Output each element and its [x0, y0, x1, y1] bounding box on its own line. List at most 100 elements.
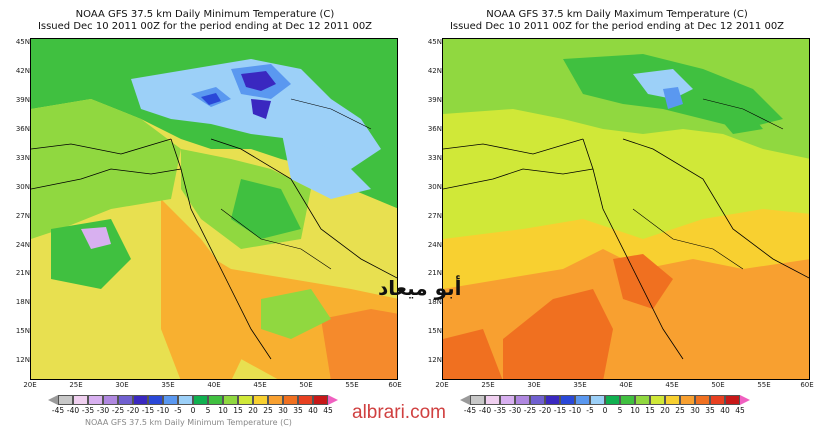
- lat-label: 36N: [15, 125, 30, 133]
- lat-label: 21N: [15, 269, 30, 277]
- colorbar-swatch: [710, 395, 725, 405]
- colorbar-tick: 25: [263, 406, 273, 415]
- colorbar-tick: 10: [630, 406, 640, 415]
- colorbar-tick: -25: [111, 406, 125, 415]
- colorbar-swatch: [73, 395, 88, 405]
- lon-label: 45E: [253, 381, 267, 389]
- lat-label: 15N: [15, 327, 30, 335]
- panel-title: NOAA GFS 37.5 km Daily Minimum Temperatu…: [75, 9, 335, 20]
- colorbar-tick: 25: [675, 406, 685, 415]
- colorbar-tick: -25: [523, 406, 537, 415]
- colorbar-swatch: [133, 395, 148, 405]
- lat-label: 33N: [15, 154, 30, 162]
- colorbar-swatch: [485, 395, 500, 405]
- lon-label: 30E: [527, 381, 541, 389]
- colorbar-swatch: [530, 395, 545, 405]
- colorbar-tick: -40: [478, 406, 492, 415]
- lon-label: 55E: [345, 381, 359, 389]
- colorbar-tick: 35: [293, 406, 303, 415]
- colorbar-tick: 5: [617, 406, 623, 415]
- colorbar-tick: 0: [602, 406, 608, 415]
- colorbar-swatch: [148, 395, 163, 405]
- lon-label: 40E: [207, 381, 221, 389]
- colorbar-swatch: [208, 395, 223, 405]
- lon-label: 55E: [757, 381, 771, 389]
- colorbar-tick: 10: [218, 406, 228, 415]
- colorbar-swatch: [665, 395, 680, 405]
- colorbar-max-arrow: [328, 395, 338, 405]
- lat-label: 45N: [427, 38, 442, 46]
- lat-label: 12N: [427, 356, 442, 364]
- lat-label: 30N: [427, 183, 442, 191]
- watermark-arabic: أبو ميعاد: [378, 276, 462, 300]
- colorbar-swatch: [725, 395, 740, 405]
- lat-label: 21N: [427, 269, 442, 277]
- watermark-url: albrari.com: [352, 402, 446, 423]
- lat-label: 39N: [15, 96, 30, 104]
- colorbar-tick: -10: [568, 406, 582, 415]
- lat-label: 30N: [15, 183, 30, 191]
- lon-label: 60E: [388, 381, 402, 389]
- colorbar-tick: -45: [51, 406, 65, 415]
- colorbar-min-arrow: [460, 395, 470, 405]
- lon-label: 30E: [115, 381, 129, 389]
- colorbar-tick: 20: [660, 406, 670, 415]
- colorbar-swatch: [515, 395, 530, 405]
- colorbar-swatch: [238, 395, 253, 405]
- colorbar-swatch: [298, 395, 313, 405]
- colorbar-tick: 15: [645, 406, 655, 415]
- colorbar-tick: -15: [553, 406, 567, 415]
- colorbar-tick: 5: [205, 406, 211, 415]
- colorbar-swatch: [88, 395, 103, 405]
- colorbar-tick: 45: [735, 406, 745, 415]
- colorbar-swatch: [635, 395, 650, 405]
- colorbar-swatch: [118, 395, 133, 405]
- colorbar-tick: -20: [126, 406, 140, 415]
- colorbar-tick: -5: [586, 406, 594, 415]
- colorbar-tick: -20: [538, 406, 552, 415]
- panel-subtitle: Issued Dec 10 2011 00Z for the period en…: [449, 21, 785, 32]
- min-temp-panel: NOAA GFS 37.5 km Daily Minimum Temperatu…: [0, 0, 410, 424]
- colorbar-tick: -40: [66, 406, 80, 415]
- lon-label: 35E: [161, 381, 175, 389]
- colorbar-swatch: [163, 395, 178, 405]
- colorbar-tick: 20: [248, 406, 258, 415]
- lon-label: 50E: [711, 381, 725, 389]
- footer-cut-title: NOAA GFS 37.5 km Daily Minimum Temperatu…: [85, 418, 292, 427]
- colorbar-tick: 30: [278, 406, 288, 415]
- lon-label: 20E: [23, 381, 37, 389]
- max-temp-map: [442, 38, 810, 380]
- colorbar-swatch: [253, 395, 268, 405]
- lat-label: 27N: [15, 212, 30, 220]
- lat-label: 33N: [427, 154, 442, 162]
- colorbar-tick: 15: [233, 406, 243, 415]
- colorbar-swatch: [103, 395, 118, 405]
- colorbar-swatch: [695, 395, 710, 405]
- colorbar-swatch: [590, 395, 605, 405]
- colorbar-tick: -10: [156, 406, 170, 415]
- colorbar-tick: 45: [323, 406, 333, 415]
- colorbar-swatch: [223, 395, 238, 405]
- panel-subtitle: Issued Dec 10 2011 00Z for the period en…: [37, 21, 373, 32]
- lon-label: 45E: [665, 381, 679, 389]
- colorbar-tick: -30: [508, 406, 522, 415]
- lat-label: 24N: [15, 241, 30, 249]
- colorbar-tick: -5: [174, 406, 182, 415]
- colorbar-tick: 40: [720, 406, 730, 415]
- colorbar-tick: -15: [141, 406, 155, 415]
- colorbar-tick: -35: [81, 406, 95, 415]
- colorbar-swatch: [560, 395, 575, 405]
- lon-label: 60E: [800, 381, 814, 389]
- colorbar-swatch: [680, 395, 695, 405]
- colorbar-swatch: [283, 395, 298, 405]
- lat-label: 15N: [427, 327, 442, 335]
- lat-label: 12N: [15, 356, 30, 364]
- colorbar-swatch: [178, 395, 193, 405]
- lat-label: 39N: [427, 96, 442, 104]
- colorbar-swatch: [605, 395, 620, 405]
- colorbar-swatch: [268, 395, 283, 405]
- colorbar-swatch: [58, 395, 73, 405]
- lon-label: 25E: [481, 381, 495, 389]
- colorbar-swatch: [313, 395, 328, 405]
- lon-label: 35E: [573, 381, 587, 389]
